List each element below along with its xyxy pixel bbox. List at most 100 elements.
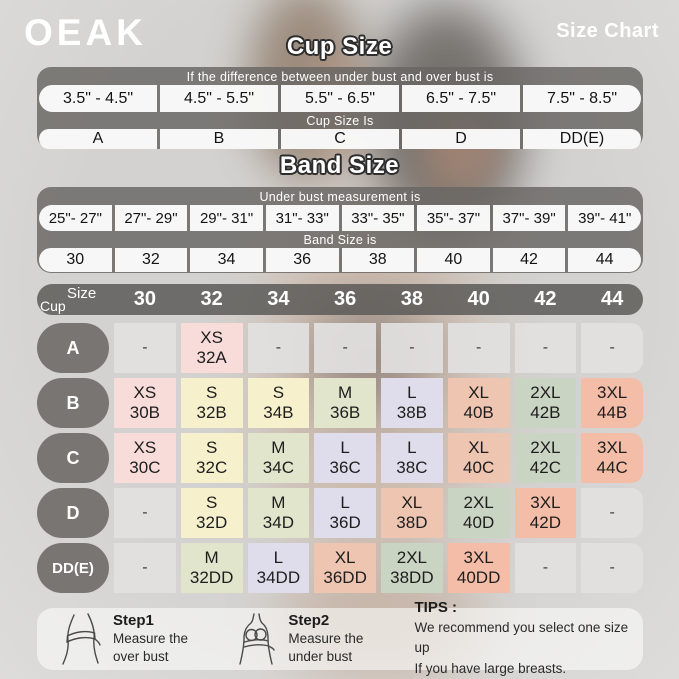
matrix-size-cell: - [114, 323, 176, 373]
matrix-body: A - XS 32A - - - - - - B XS 30B S 32B S 34B M 36B L 38B XL 40B… [37, 323, 643, 593]
matrix-size-cell: 3XL 42D [514, 488, 577, 538]
matrix-cell-size-label: 2XL [463, 492, 494, 512]
matrix-cell-size-label: XL [468, 382, 490, 402]
matrix-size-cell: 2XL 42C [514, 433, 577, 483]
step2-block: Step2 Measure the under bust [234, 612, 400, 666]
matrix-cell-size-label: L [273, 547, 284, 567]
matrix-cell-size-label: S [205, 382, 218, 402]
band-range-cell: 27"- 29" [114, 205, 188, 231]
matrix-header-row: Size Cup 30 32 34 36 38 40 42 44 [37, 284, 643, 315]
matrix-row-cup-label: D [37, 488, 109, 538]
matrix-cell-code-label: 32C [196, 458, 228, 477]
matrix-size-cell: L 38B [381, 378, 443, 428]
matrix-size-cell: - [514, 323, 577, 373]
band-range-cell: 35"- 37" [417, 205, 490, 231]
matrix-size-cell: S 32D [180, 488, 243, 538]
band-number-cell: 32 [114, 248, 188, 272]
matrix-cell-size-label: XS [200, 327, 223, 347]
matrix-row: DD(E) - M 32DD L 34DD XL 36DD 2XL 38DD 3XL 40DD - - [37, 543, 643, 593]
matrix-cell-code-label: 40DD [456, 568, 501, 587]
matrix-cell-size-label: S [205, 492, 218, 512]
band-number-cell: 38 [341, 248, 415, 272]
band-result-label: Band Size is [303, 233, 377, 247]
matrix-cell-code-label: 32B [196, 403, 227, 422]
cup-range-row: 3.5" - 4.5" 4.5" - 5.5" 5.5" - 6.5" 6.5" - … [39, 85, 641, 112]
cup-letter-cell: DD(E) [523, 129, 641, 149]
band-condition-label: Under bust measurement is [259, 190, 421, 204]
matrix-size-cell: - [114, 488, 176, 538]
matrix-cell-code-label: 38DD [390, 568, 434, 587]
matrix-column-header: 32 [200, 288, 223, 310]
matrix-size-cell: - [581, 488, 643, 538]
matrix-cell-size-label: 2XL [396, 547, 427, 567]
matrix-cell-size-label: 3XL [597, 437, 628, 457]
tips-body: We recommend you select one size up If y… [414, 620, 629, 676]
step2-text: Step2 Measure the under bust [288, 612, 363, 665]
matrix-size-cell: - [381, 323, 443, 373]
matrix-size-cell: S 32B [180, 378, 243, 428]
matrix-column-header: 42 [534, 288, 557, 310]
step1-block: Step1 Measure the over bust [59, 612, 234, 666]
band-range-cell: 31"- 33" [265, 205, 339, 231]
matrix-cell-size-label: 2XL [530, 437, 561, 457]
matrix-cell-size-label: 3XL [530, 492, 561, 512]
brand-logo: OEAK [24, 12, 147, 53]
matrix-cell-code-label: 36D [329, 513, 361, 532]
matrix-size-cell: XS 32A [180, 323, 243, 373]
cup-letter-cell: C [281, 129, 399, 149]
matrix-size-cell: - [114, 543, 176, 593]
page-title: Size Chart [556, 20, 659, 42]
matrix-cell-size-label: L [340, 492, 350, 512]
cup-range-cell: 3.5" - 4.5" [39, 85, 157, 112]
step2-title: Step2 [288, 612, 330, 630]
matrix-cell-size-label: S [205, 437, 218, 457]
matrix-size-cell: 2XL 40D [447, 488, 510, 538]
cup-letter-cell: D [402, 129, 520, 149]
cup-letter-cell: A [39, 129, 157, 149]
matrix-size-cell: L 36C [314, 433, 376, 483]
matrix-size-cell: M 32DD [180, 543, 243, 593]
matrix-column-header: 30 [133, 288, 156, 310]
matrix-cell-code-label: 34B [263, 403, 294, 422]
cup-size-title: Cup Size [286, 33, 393, 60]
matrix-cell-code-label: 32A [196, 348, 227, 367]
matrix-size-cell: L 38C [381, 433, 443, 483]
matrix-size-cell: 2XL 38DD [381, 543, 443, 593]
matrix-size-cell: - [581, 323, 643, 373]
matrix-row-cup-label: DD(E) [37, 543, 109, 593]
matrix-size-cell: - [314, 323, 376, 373]
matrix-cell-code-label: 44B [597, 403, 628, 422]
matrix-cell-code-label: 38C [396, 458, 428, 477]
band-range-cell: 29"- 31" [190, 205, 263, 231]
matrix-size-cell: XL 36DD [314, 543, 376, 593]
matrix-size-cell: 3XL 44B [581, 378, 643, 428]
step1-desc: Measure the over bust [113, 631, 189, 664]
matrix-cell-code-label: 30B [129, 403, 160, 422]
band-number-cell: 36 [265, 248, 339, 272]
band-number-cell: 34 [190, 248, 263, 272]
tips-title: TIPS : [414, 599, 458, 617]
band-range-cell: 39"- 41" [568, 205, 641, 231]
matrix-cell-code-label: 44C [596, 458, 628, 477]
matrix-cell-size-label: 3XL [597, 382, 628, 402]
cup-range-cell: 5.5" - 6.5" [281, 85, 399, 112]
matrix-size-cell: M 34C [247, 433, 310, 483]
matrix-cell-size-label: M [338, 382, 353, 402]
band-number-cell: 44 [568, 248, 641, 272]
matrix-cell-code-label: 34C [262, 458, 294, 477]
matrix-row: D - S 32D M 34D L 36D XL 38D 2XL 40D 3XL 42D - [37, 488, 643, 538]
step2-desc: Measure the under bust [288, 631, 364, 664]
matrix-cell-code-label: 36B [330, 403, 361, 422]
matrix-column-header: 34 [267, 288, 290, 310]
cup-letter-row: A B C D DD(E) [39, 129, 641, 149]
matrix-size-cell: L 34DD [247, 543, 310, 593]
matrix-cell-size-label: XS [133, 382, 157, 402]
matrix-size-cell: M 34D [247, 488, 310, 538]
matrix-cell-size-label: XL [468, 437, 490, 457]
matrix-cell-code-label: 38B [396, 403, 427, 422]
matrix-row-cup-label: A [37, 323, 109, 373]
band-range-row: 25"- 27" 27"- 29" 29"- 31" 31"- 33" 33"- 35"… [39, 205, 641, 231]
matrix-size-cell: 3XL 40DD [447, 543, 510, 593]
matrix-size-cell: XL 40C [447, 433, 510, 483]
